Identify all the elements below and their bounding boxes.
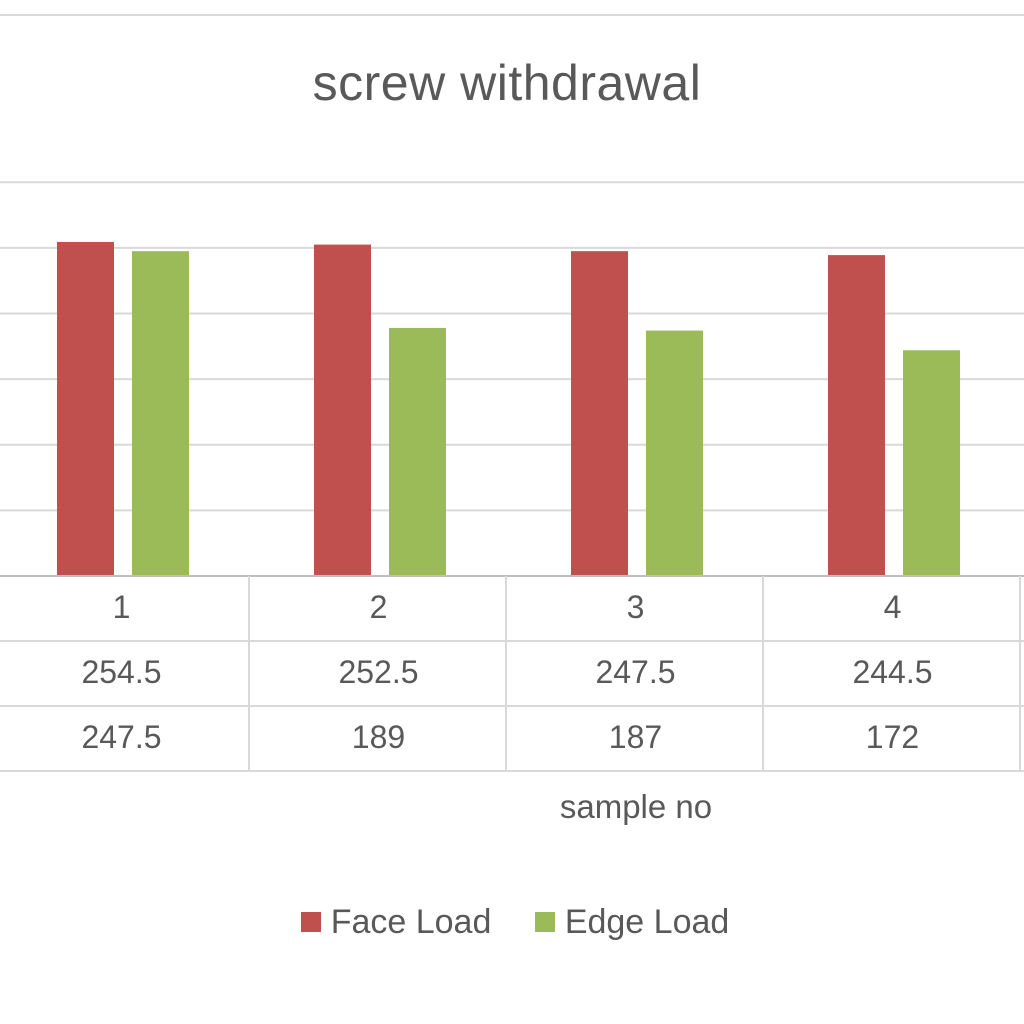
bar-edge-load-4 xyxy=(903,350,960,576)
legend-label-edge-load: Edge Load xyxy=(564,902,730,941)
table-value-edge-load: 247.5 xyxy=(81,719,161,755)
legend-item-edge-load: Edge Load xyxy=(534,902,730,942)
chart-top-border xyxy=(0,14,1024,16)
table-value-edge-load: 172 xyxy=(866,719,919,755)
chart-title: screw withdrawal xyxy=(312,55,702,111)
x-tick-label: 2 xyxy=(370,589,388,625)
legend-swatch-edge-load xyxy=(534,912,555,932)
legend: Face Load Edge Load xyxy=(0,902,1024,942)
bar-face-load-3 xyxy=(571,251,628,576)
table-value-face-load: 247.5 xyxy=(595,654,675,690)
bar-face-load-1 xyxy=(57,241,114,576)
bar-edge-load-1 xyxy=(132,251,189,576)
bar-edge-load-2 xyxy=(389,327,446,576)
table-value-face-load: 244.5 xyxy=(852,654,932,690)
table-value-face-load: 254.5 xyxy=(81,654,161,690)
x-axis-label: sample no xyxy=(559,788,713,825)
bar-edge-load-3 xyxy=(646,330,703,576)
table-value-edge-load: 187 xyxy=(609,719,662,755)
table-value-face-load: 252.5 xyxy=(338,654,418,690)
x-tick-label: 4 xyxy=(884,589,902,625)
bar-face-load-4 xyxy=(828,255,885,576)
legend-label-face-load: Face Load xyxy=(330,902,492,941)
bar-face-load-2 xyxy=(314,244,371,576)
x-tick-label: 3 xyxy=(627,589,645,625)
table-value-edge-load: 189 xyxy=(352,719,405,755)
x-tick-label: 1 xyxy=(113,589,131,625)
legend-item-face-load: Face Load xyxy=(300,902,492,942)
legend-swatch-face-load xyxy=(300,912,321,932)
